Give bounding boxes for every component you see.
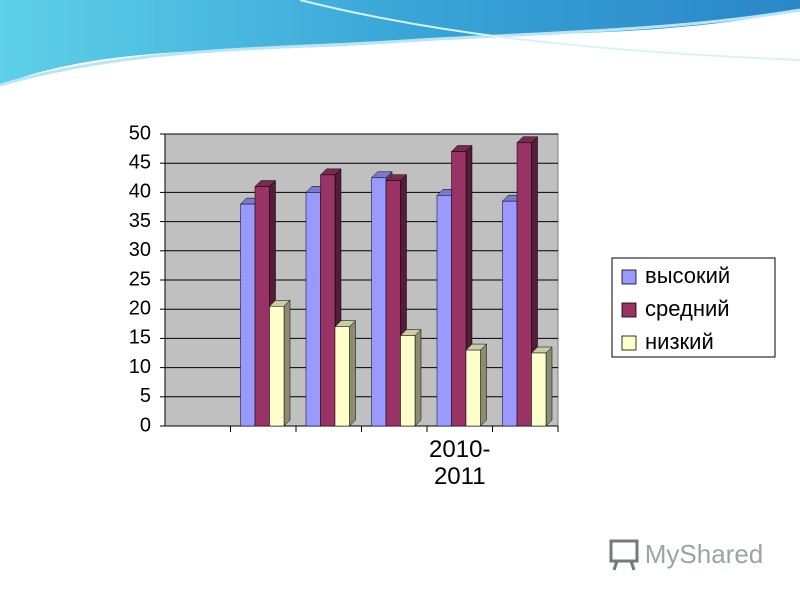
bar-side bbox=[414, 328, 422, 427]
bar bbox=[334, 326, 350, 427]
bar bbox=[305, 192, 321, 427]
legend-frame bbox=[611, 257, 776, 358]
x-tick-label: 2010-2011 bbox=[429, 436, 491, 490]
header-swoosh bbox=[0, 0, 800, 85]
bar bbox=[240, 203, 256, 427]
y-tick-label: 30 bbox=[129, 239, 151, 261]
bar-side bbox=[480, 343, 487, 427]
y-tick-label: 10 bbox=[129, 356, 151, 378]
bar-side bbox=[545, 346, 553, 427]
bar bbox=[451, 151, 467, 427]
y-tick-label: 0 bbox=[140, 414, 151, 436]
bar bbox=[400, 335, 416, 427]
swoosh-line bbox=[0, 8, 800, 87]
legend-label: низкий bbox=[645, 329, 714, 354]
bar bbox=[269, 306, 285, 427]
y-tick-label: 5 bbox=[140, 385, 151, 407]
bar-side bbox=[349, 320, 356, 427]
bar bbox=[320, 174, 336, 427]
bar bbox=[516, 142, 532, 427]
legend-swatch bbox=[621, 269, 637, 285]
watermark: MyShared bbox=[645, 539, 764, 569]
bar bbox=[502, 200, 518, 427]
y-tick-label: 40 bbox=[129, 181, 151, 203]
legend-label: высокий bbox=[645, 263, 730, 288]
y-tick-label: 25 bbox=[129, 268, 151, 290]
y-tick-label: 15 bbox=[129, 327, 151, 349]
legend: высокий средний низкий bbox=[611, 257, 776, 358]
bar bbox=[436, 195, 452, 427]
y-tick-label: 50 bbox=[129, 122, 151, 144]
bar bbox=[371, 177, 387, 427]
legend-label: средний bbox=[645, 296, 730, 321]
y-tick-label: 20 bbox=[129, 297, 151, 319]
y-tick-label: 45 bbox=[129, 151, 151, 173]
swoosh-line bbox=[299, 0, 800, 61]
legend-swatch bbox=[621, 335, 637, 351]
bar bbox=[531, 352, 547, 427]
logo-icon bbox=[609, 539, 639, 571]
bar-side bbox=[283, 299, 291, 427]
legend-swatch bbox=[621, 302, 637, 318]
bar bbox=[465, 349, 481, 427]
bar bbox=[385, 180, 401, 427]
bar bbox=[254, 186, 270, 427]
y-tick-label: 35 bbox=[129, 210, 151, 232]
